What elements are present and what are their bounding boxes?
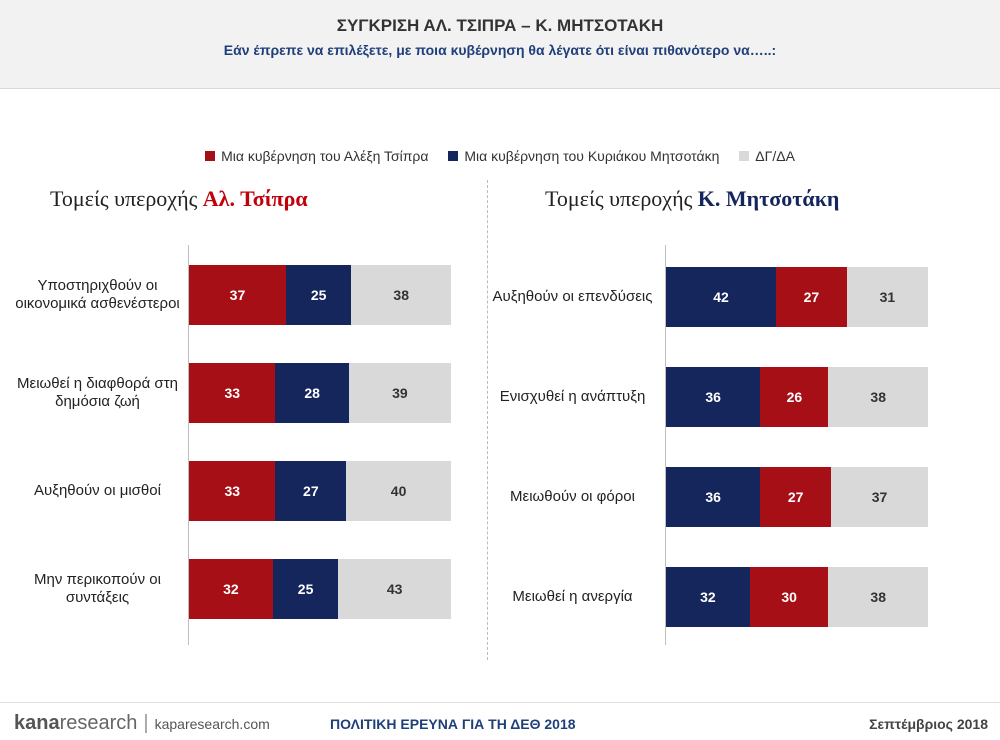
right-section-title-prefix: Τομείς υπεροχής [545,186,698,211]
category-label: Μην περικοπούν οι συντάξεις [34,571,161,606]
category-label: Μειωθεί η διαφθορά στη δημόσια ζωή [17,375,178,410]
bar-segment: 32 [666,567,750,627]
category-label: Μειωθεί η ανεργία [512,588,633,605]
stacked-bar: 32 25 43 [189,559,451,619]
bar-segment: 37 [189,265,286,325]
bar-segment: 25 [272,559,339,619]
bar-segment: 38 [351,265,451,325]
stacked-bar: 36 27 37 [666,467,928,527]
category-label: Μειωθούν οι φόροι [510,488,635,505]
bar-segment: 28 [275,363,349,423]
bar-segment: 27 [776,267,847,327]
legend-label-dkna: ΔΓ/ΔΑ [755,148,795,164]
right-section-title: Τομείς υπεροχής Κ. Μητσοτάκη [545,186,839,212]
stacked-bar: 42 27 31 [666,267,928,327]
right-section-title-highlight: Κ. Μητσοτάκη [697,186,840,211]
legend-label-tsipras: Μια κυβέρνηση του Αλέξη Τσίπρα [221,148,429,164]
category-label: Ενισχυθεί η ανάπτυξη [499,388,646,405]
legend: Μια κυβέρνηση του Αλέξη Τσίπρα Μια κυβέρ… [0,148,1000,164]
category-label: Αυξηθούν οι μισθοί [34,482,161,499]
legend-item-mitsotakis: Μια κυβέρνηση του Κυριάκου Μητσοτάκη [448,148,719,164]
website-link[interactable]: kaparesearch.com [154,716,270,732]
footer-divider [0,702,1000,703]
footer-date: Σεπτέμβριος 2018 [869,716,988,732]
legend-swatch-dkna [739,151,750,161]
legend-swatch-mitsotakis [448,151,459,161]
brand-logo-bold: kana [14,712,60,734]
bar-segment: 37 [831,467,928,527]
stacked-bar: 36 26 38 [666,367,928,427]
bar-segment: 38 [828,567,928,627]
stacked-bar: 33 27 40 [189,461,451,521]
legend-label-mitsotakis: Μια κυβέρνηση του Κυριάκου Μητσοτάκη [464,148,720,164]
bar-segment: 40 [346,461,451,521]
brand-logo-rest: research [59,712,138,734]
left-section-title-prefix: Τομείς υπεροχής [50,186,203,211]
footer-survey-title: ΠΟΛΙΤΙΚΗ ΕΡΕΥΝΑ ΓΙΑ ΤΗ ΔΕΘ 2018 [330,716,576,732]
stacked-bar: 37 25 38 [189,265,451,325]
bar-segment: 26 [760,367,829,427]
bar-segment: 25 [285,265,352,325]
bar-segment: 27 [275,461,347,521]
bar-segment: 32 [189,559,273,619]
bar-segment: 33 [189,363,276,423]
left-section-title: Τομείς υπεροχής Αλ. Τσίπρα [50,186,308,212]
bar-segment: 33 [189,461,276,521]
bar-segment: 38 [828,367,928,427]
brand-logo: kanaresearch | kaparesearch.com [14,712,270,735]
stacked-bar: 33 28 39 [189,363,451,423]
chart-axis [188,245,189,645]
bar-segment: 31 [846,267,928,327]
category-label: Αυξηθούν οι επενδύσεις [492,288,653,305]
section-divider [487,180,488,660]
legend-item-dkna: ΔΓ/ΔΑ [739,148,795,164]
legend-swatch-tsipras [205,151,216,161]
brand-separator: | [143,712,149,734]
chart-axis [665,245,666,645]
bar-segment: 27 [760,467,832,527]
bar-segment: 30 [749,567,829,627]
page-title: ΣΥΓΚΡΙΣΗ ΑΛ. ΤΣΙΠΡΑ – Κ. ΜΗΤΣΟΤΑΚΗ [336,16,664,35]
stacked-bar: 32 30 38 [666,567,928,627]
category-label: Υποστηριχθούν οι οικονομικά ασθενέστεροι [15,277,180,312]
bar-segment: 39 [348,363,451,423]
bar-segment: 43 [338,559,451,619]
bar-segment: 36 [666,467,761,527]
bar-segment: 36 [666,367,761,427]
page-subtitle: Εάν έπρεπε να επιλέξετε, με ποια κυβέρνη… [223,42,777,58]
bar-segment: 42 [666,267,777,327]
left-section-title-highlight: Αλ. Τσίπρα [202,186,308,211]
legend-item-tsipras: Μια κυβέρνηση του Αλέξη Τσίπρα [205,148,429,164]
header-band: ΣΥΓΚΡΙΣΗ ΑΛ. ΤΣΙΠΡΑ – Κ. ΜΗΤΣΟΤΑΚΗ Εάν έ… [0,0,1000,89]
